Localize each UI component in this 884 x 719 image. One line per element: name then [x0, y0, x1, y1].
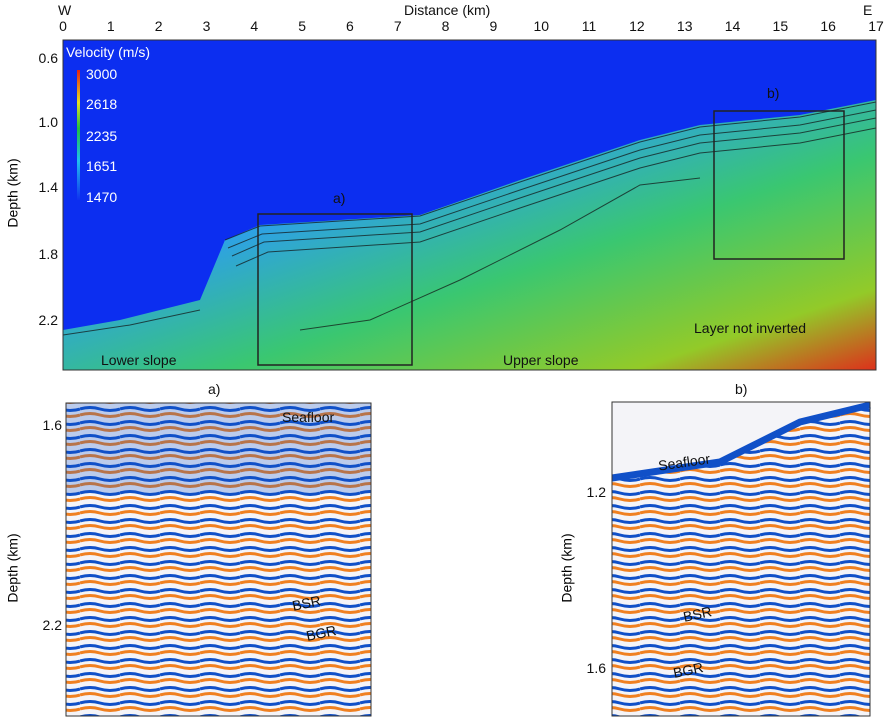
- x-tick-label: 6: [346, 18, 354, 34]
- y-tick-label: 1.0: [38, 114, 58, 130]
- x-tick-label: 0: [59, 18, 67, 34]
- y-tick-label: 1.8: [38, 246, 58, 262]
- colorbar-label: 2235: [86, 128, 118, 144]
- x-tick-label: 13: [676, 18, 693, 34]
- x-tick-label: 17: [868, 18, 884, 34]
- upper-slope-label: Upper slope: [503, 352, 579, 368]
- x-tick-label: 4: [250, 18, 259, 34]
- layer-not-inverted-label: Layer not inverted: [694, 320, 807, 336]
- panel-a-ytick: 1.6: [42, 417, 62, 433]
- colorbar-label: 1651: [86, 158, 118, 174]
- y-tick-label: 1.4: [38, 179, 58, 195]
- x-tick-label: 5: [298, 18, 307, 34]
- lower-slope-label: Lower slope: [101, 352, 177, 368]
- x-tick-label: 7: [393, 18, 402, 34]
- x-tick-label: 2: [154, 18, 163, 34]
- velocity-section: [62, 39, 877, 371]
- x-tick-label: 15: [772, 18, 789, 34]
- box-a-label: a): [333, 190, 346, 206]
- y-tick-label: 0.6: [38, 50, 58, 66]
- panel-a-title: a): [208, 381, 221, 397]
- colorbar-title: Velocity (m/s): [66, 44, 151, 60]
- colorbar-label: 3000: [86, 66, 118, 82]
- panel-b-title: b): [735, 381, 748, 397]
- x-axis-title: Distance (km): [404, 2, 491, 18]
- x-tick-label: 11: [581, 18, 597, 34]
- colorbar-label: 1470: [86, 189, 118, 205]
- west-label: W: [58, 2, 72, 18]
- x-tick-label: 12: [629, 18, 645, 34]
- x-tick-label: 1: [106, 18, 115, 34]
- colorbar: [77, 70, 80, 200]
- x-tick-label: 16: [820, 18, 836, 34]
- box-b-label: b): [767, 85, 780, 101]
- panel-a-y-title: Depth (km): [4, 533, 21, 603]
- seafloor-label-a: Seafloor: [282, 409, 335, 425]
- panel-a-ytick: 2.2: [42, 617, 62, 633]
- x-tick-label: 14: [724, 18, 741, 34]
- panel-b-ytick: 1.2: [586, 484, 606, 500]
- panel-a-image: [65, 402, 372, 717]
- x-tick-label: 9: [489, 18, 498, 34]
- x-tick-label: 3: [202, 18, 211, 34]
- panel-b-y-title: Depth (km): [558, 533, 575, 603]
- panel-b-ytick: 1.6: [586, 660, 606, 676]
- x-tick-label: 10: [533, 18, 550, 34]
- panel-b-image: [611, 401, 871, 717]
- y-tick-label: 2.2: [38, 312, 58, 328]
- colorbar-label: 2618: [86, 96, 118, 112]
- x-tick-label: 8: [441, 18, 450, 34]
- east-label: E: [863, 2, 873, 18]
- y-axis-title: Depth (km): [4, 158, 21, 228]
